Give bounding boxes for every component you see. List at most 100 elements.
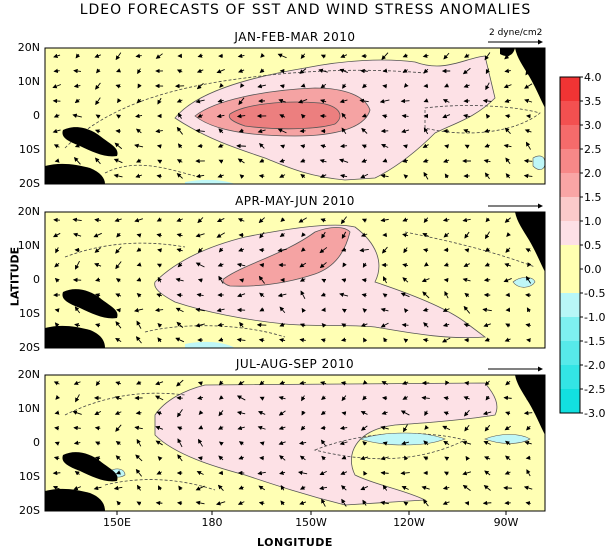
wind-vector bbox=[301, 307, 306, 313]
wind-vector bbox=[136, 158, 142, 163]
wind-vector bbox=[381, 114, 388, 119]
wind-vector bbox=[299, 323, 306, 328]
wind-vector bbox=[299, 262, 307, 268]
wind-vector bbox=[197, 53, 203, 58]
wind-vector bbox=[196, 68, 204, 73]
wind-vector bbox=[216, 307, 225, 313]
wind-vector bbox=[402, 144, 408, 149]
wind-vector bbox=[114, 396, 122, 401]
wind-vector bbox=[94, 157, 101, 165]
wind-vector bbox=[362, 83, 367, 89]
lat-label: 20S bbox=[19, 504, 40, 517]
wind-vector bbox=[258, 275, 265, 284]
wind-vector bbox=[217, 262, 224, 267]
wind-vector bbox=[94, 247, 102, 253]
wind-vector bbox=[136, 438, 142, 447]
wind-vector bbox=[114, 217, 122, 223]
wind-vector bbox=[361, 144, 367, 149]
wind-vector bbox=[176, 172, 183, 179]
wind-vector bbox=[360, 173, 369, 179]
wind-vector bbox=[383, 337, 388, 343]
wind-vector bbox=[176, 379, 184, 387]
wind-vector bbox=[299, 485, 306, 490]
wind-vector bbox=[341, 308, 347, 313]
wind-vector bbox=[136, 484, 142, 491]
wind-vector bbox=[115, 381, 122, 386]
wind-vector bbox=[362, 499, 367, 506]
colorbar-swatch bbox=[560, 341, 580, 365]
wind-vector bbox=[238, 128, 244, 133]
wind-vector bbox=[527, 262, 532, 268]
cool-anomaly-region bbox=[532, 155, 546, 170]
wind-vector bbox=[442, 99, 450, 104]
wind-vector bbox=[115, 246, 122, 254]
wind-vector bbox=[259, 68, 265, 73]
wind-vector bbox=[363, 337, 368, 343]
wind-vector bbox=[360, 68, 368, 74]
wind-vector bbox=[463, 113, 471, 119]
wind-vector bbox=[320, 218, 326, 223]
colorbar-swatch bbox=[560, 197, 580, 221]
lat-label: 0 bbox=[33, 273, 40, 286]
wind-vector bbox=[404, 455, 409, 461]
wind-vector bbox=[74, 143, 80, 148]
wind-vector bbox=[238, 97, 245, 106]
wind-vector bbox=[277, 292, 287, 298]
wind-vector bbox=[359, 98, 369, 104]
wind-vector bbox=[526, 307, 532, 313]
lat-label: 10N bbox=[17, 239, 40, 252]
wind-vector bbox=[155, 380, 164, 386]
wind-vector bbox=[299, 68, 307, 74]
wind-vector bbox=[54, 262, 60, 268]
wind-vector bbox=[218, 395, 224, 400]
wind-vector bbox=[52, 485, 61, 491]
wind-vector bbox=[157, 322, 163, 328]
wind-vector bbox=[339, 292, 349, 298]
wind-vector bbox=[114, 142, 123, 150]
wind-vector bbox=[73, 232, 82, 238]
wind-vector bbox=[504, 127, 511, 135]
lat-label: 20S bbox=[19, 341, 40, 354]
wind-vector bbox=[115, 440, 121, 446]
wind-vector bbox=[217, 322, 224, 328]
wind-vector bbox=[216, 217, 225, 223]
lat-label: 20S bbox=[19, 177, 40, 190]
wind-vector bbox=[177, 262, 183, 268]
wind-vector bbox=[116, 114, 122, 119]
wind-vector bbox=[156, 411, 162, 416]
wind-vector bbox=[72, 410, 82, 415]
wind-vector bbox=[238, 247, 245, 252]
colorbar-label: 3.5 bbox=[584, 95, 602, 108]
wind-vector bbox=[238, 455, 244, 460]
wind-vector bbox=[238, 380, 245, 386]
wind-vector bbox=[320, 292, 326, 297]
wind-vector bbox=[95, 82, 101, 90]
wind-vector bbox=[218, 247, 224, 253]
wind-vector bbox=[319, 158, 327, 164]
wind-vector bbox=[403, 247, 408, 254]
wind-vector bbox=[95, 114, 101, 119]
wind-vector bbox=[526, 469, 531, 477]
wind-vector bbox=[197, 381, 203, 386]
lat-label: 20N bbox=[17, 368, 40, 381]
wind-vector bbox=[175, 307, 184, 313]
wind-vector bbox=[523, 410, 533, 416]
colorbar-swatch bbox=[560, 149, 580, 173]
wind-vector bbox=[94, 425, 101, 431]
wind-vector bbox=[319, 262, 327, 269]
wind-vector bbox=[401, 322, 409, 328]
wind-vector bbox=[135, 128, 142, 134]
colorbar-swatch bbox=[560, 221, 580, 245]
wind-vector bbox=[442, 113, 451, 119]
wind-vector bbox=[422, 338, 429, 343]
wind-vector bbox=[380, 500, 389, 506]
wind-vector bbox=[320, 381, 327, 386]
wind-vector bbox=[339, 425, 348, 431]
wind-vector bbox=[320, 439, 326, 446]
wind-vector bbox=[320, 54, 326, 59]
wind-vector bbox=[279, 173, 286, 178]
wind-vector bbox=[526, 395, 532, 401]
wind-vector bbox=[135, 410, 142, 416]
wind-vector bbox=[462, 277, 471, 283]
lon-label: 120W bbox=[393, 516, 425, 529]
